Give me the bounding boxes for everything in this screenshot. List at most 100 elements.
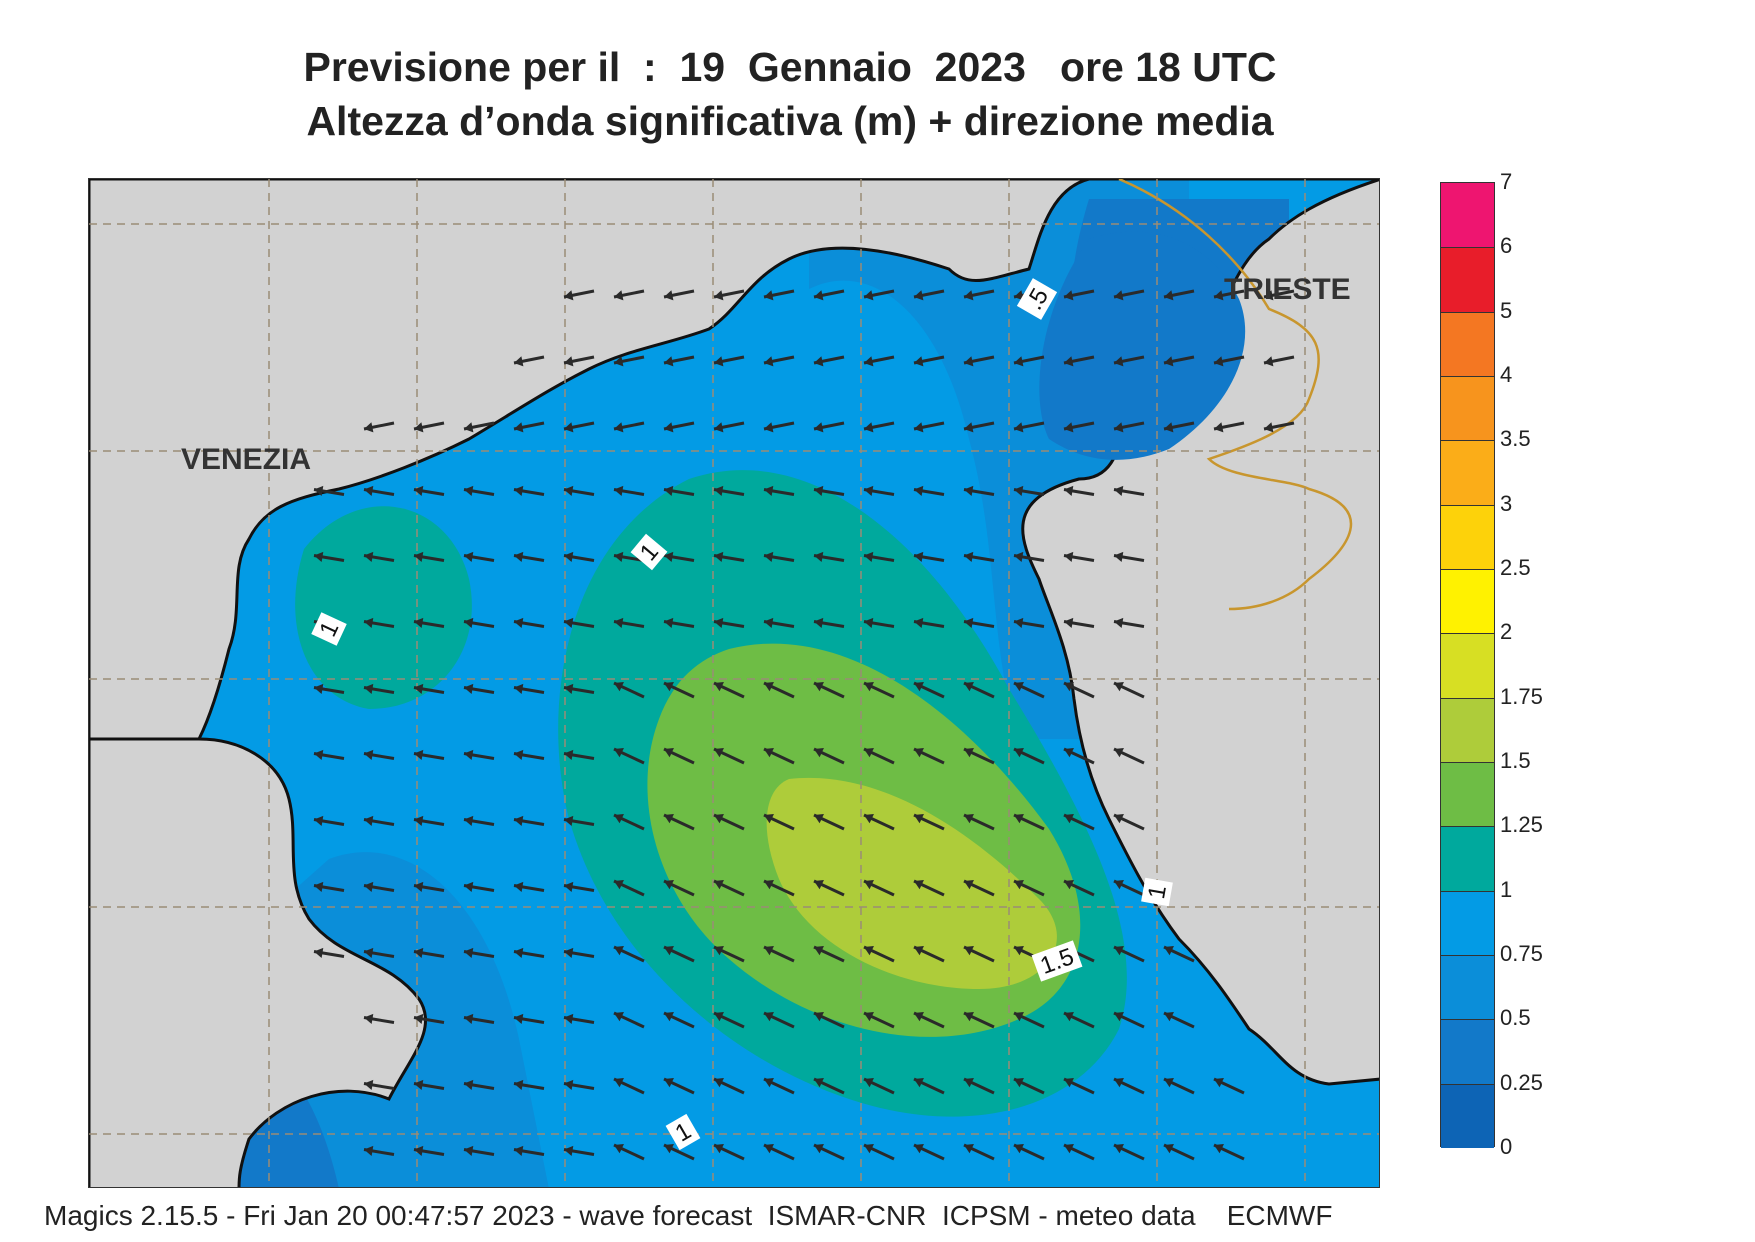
wave-arrow-head [964,945,974,956]
wave-arrow-head [664,1143,674,1154]
wave-arrow-head [664,747,674,758]
wave-arrow-head [314,485,324,496]
wave-arrow-head [464,617,474,628]
wave-arrow-head [1114,617,1124,628]
wave-arrow-head [914,617,924,628]
wave-arrow-head [664,485,674,496]
wave-arrow-head [1114,945,1124,956]
wave-arrow-head [714,879,724,890]
wave-arrow-head [814,1077,824,1088]
wave-arrow-head [1114,290,1124,301]
land-west [89,737,428,1187]
wave-arrow-head [764,422,774,433]
wave-arrow-head [764,617,774,628]
wave-arrow-head [864,813,874,824]
wave-arrow-head [414,422,424,433]
wave-arrow-head [514,356,524,367]
wave-arrow-head [864,485,874,496]
wave-arrow-head [714,422,724,433]
wave-arrow-head [1114,422,1124,433]
color-scale-segment [1441,311,1494,376]
wave-arrow-head [814,1143,824,1154]
wave-arrow-head [914,356,924,367]
color-scale-segment [1441,376,1494,441]
wave-arrow-head [364,485,374,496]
color-scale-segment [1441,569,1494,634]
wave-arrow-head [914,551,924,562]
wave-arrow-head [364,881,374,892]
wave-arrow-head [614,1077,624,1088]
wave-arrow-head [714,1077,724,1088]
wave-arrow-head [1014,879,1024,890]
wave-arrow-head [664,1077,674,1088]
color-scale-segment [1441,890,1494,955]
wave-arrow-head [564,290,574,301]
wave-arrow-head [1114,1143,1124,1154]
wave-arrow-head [1164,1077,1174,1088]
wave-arrow-head [764,485,774,496]
color-scale-label: 0.25 [1500,1069,1543,1095]
wave-arrow-head [564,1145,574,1156]
wave-arrow-head [514,1145,524,1156]
wave-arrow-head [764,747,774,758]
wave-arrow-head [864,945,874,956]
wave-arrow-head [364,815,374,826]
color-scale-segment [1441,183,1494,248]
wave-arrow-head [1164,1143,1174,1154]
wave-arrow-head [814,879,824,890]
forecast-subtitle: Altezza d’onda significativa (m) + direz… [306,98,1274,144]
wave-arrow-head [814,747,824,758]
wave-arrow-head [864,551,874,562]
wave-arrow-head [414,749,424,760]
city-label-trieste: TRIESTE [1224,273,1351,306]
wave-arrow-head [364,947,374,958]
gulf-trieste [1039,231,1246,460]
color-scale-label: 2.5 [1500,555,1531,580]
wave-arrow-head [764,945,774,956]
footer-credits: Magics 2.15.5 - Fri Jan 20 00:47:57 2023… [44,1200,1333,1231]
wave-arrow-head [1064,1077,1074,1088]
wave-arrow-head [464,551,474,562]
wave-arrow-head [514,749,524,760]
wave-arrow-head [614,1011,624,1022]
wave-arrow-head [664,356,674,367]
wave-arrow-head [1214,1143,1224,1154]
wave-arrow-head [614,617,624,628]
color-scale-segment [1441,504,1494,569]
wave-arrow-head [764,1143,774,1154]
wave-arrow-head [764,681,774,692]
wave-arrow-head [664,1011,674,1022]
wave-arrow-head [514,1079,524,1090]
wave-arrow-head [664,879,674,890]
wave-arrow-head [964,485,974,496]
wave-arrow-head [864,681,874,692]
wave-arrow-head [1014,290,1024,301]
wave-arrow-head [1014,813,1024,824]
wave-arrow-head [414,881,424,892]
wave-arrow-head [1014,1011,1024,1022]
wave-arrow-head [1114,813,1124,824]
wave-arrow-head [1014,485,1024,496]
color-scale-label: 1 [1500,876,1513,902]
wave-arrow-head [614,551,624,562]
color-scale-segment [1441,697,1494,762]
color-scale-label: 2 [1500,619,1513,645]
wave-arrow-head [1114,356,1124,367]
wave-arrow-head [614,813,624,824]
wave-arrow-head [664,551,674,562]
wave-arrow-head [1014,945,1024,956]
wave-arrow-head [914,1143,924,1154]
wave-arrow-head [364,1079,374,1090]
wave-arrow-head [864,617,874,628]
color-scale-label: 3.5 [1500,426,1531,452]
wave-arrow-head [414,617,424,628]
forecast-title: Previsione per il : 19 Gennaio 2023 ore … [303,44,1277,90]
lat-lon-grid [89,179,1379,1187]
wave-arrow-head [1114,1011,1124,1022]
color-scale-label: 0.75 [1500,941,1543,966]
wave-arrow-head [764,551,774,562]
wave-arrow-head [1264,290,1274,301]
color-scale-label: 6 [1500,233,1513,259]
wave-arrow-head [564,815,574,826]
wave-arrow-head [1064,681,1074,692]
